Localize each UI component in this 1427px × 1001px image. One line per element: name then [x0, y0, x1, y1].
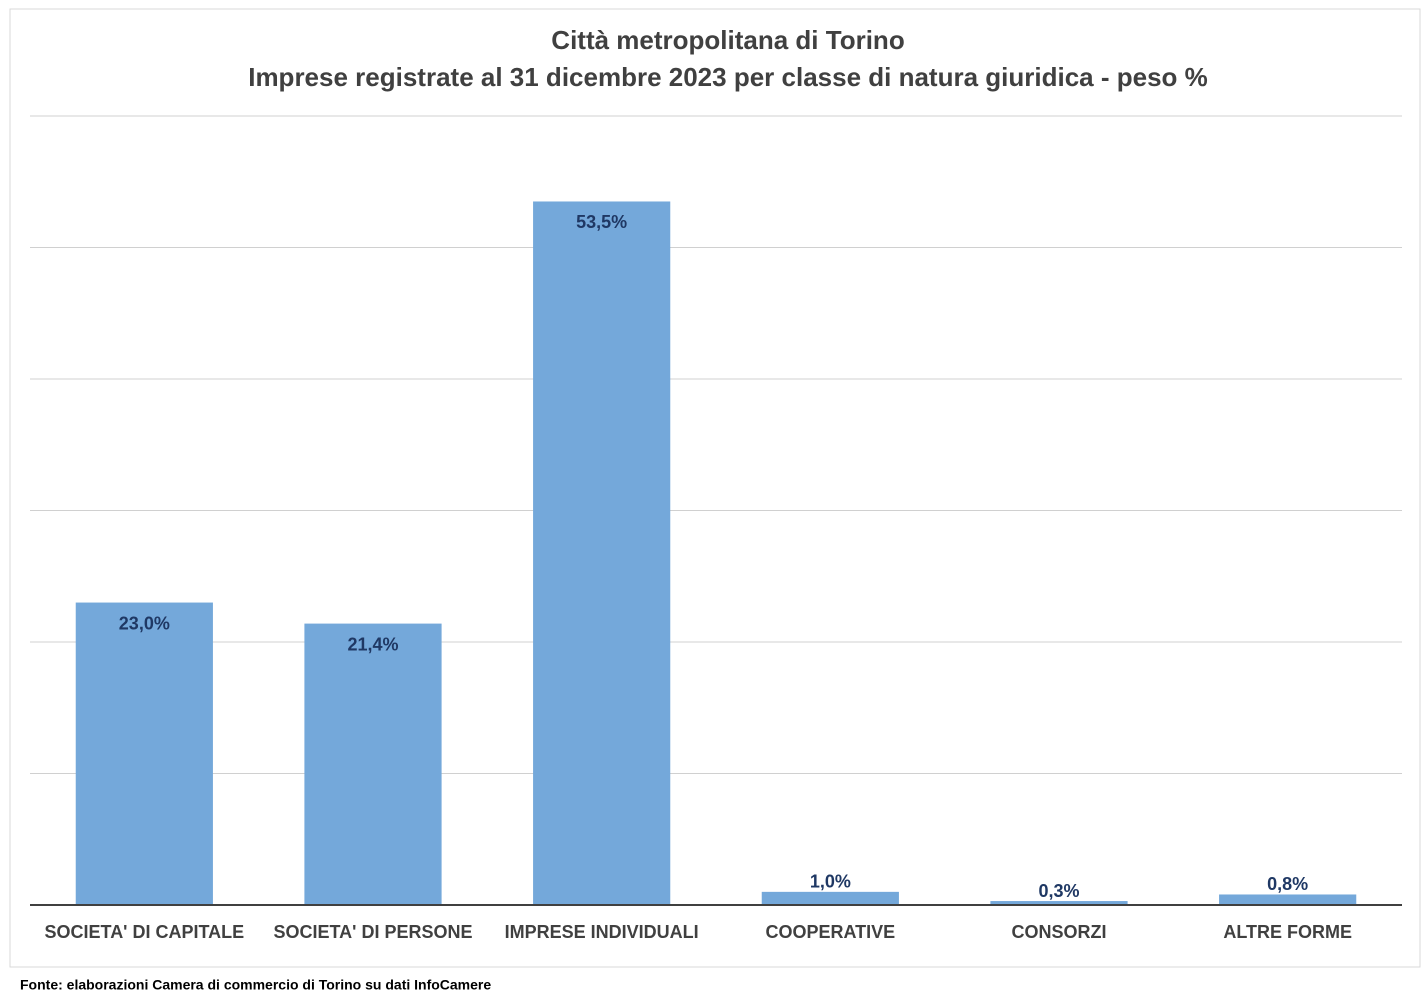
data-label: 0,8%: [1267, 874, 1308, 894]
bar: [761, 891, 899, 905]
bar: [533, 201, 671, 906]
x-tick-label: COOPERATIVE: [765, 922, 895, 942]
x-tick-label: IMPRESE INDIVIDUALI: [505, 922, 699, 942]
chart-subtitle: Imprese registrate al 31 dicembre 2023 p…: [248, 62, 1208, 92]
x-tick-label: SOCIETA' DI PERSONE: [274, 922, 473, 942]
bar: [304, 623, 442, 905]
bar: [1219, 894, 1357, 905]
x-tick-label: CONSORZI: [1011, 922, 1106, 942]
source-note: Fonte: elaborazioni Camera di commercio …: [20, 977, 491, 993]
chart-title: Città metropolitana di Torino: [551, 25, 904, 55]
bar: [75, 602, 213, 905]
data-label: 23,0%: [119, 613, 170, 633]
data-label: 53,5%: [576, 212, 627, 232]
x-tick-label: ALTRE FORME: [1223, 922, 1352, 942]
x-tick-label: SOCIETA' DI CAPITALE: [45, 922, 245, 942]
data-label: 0,3%: [1038, 881, 1079, 901]
chart-frame: [9, 8, 1421, 968]
data-label: 21,4%: [347, 634, 398, 654]
data-label: 1,0%: [810, 872, 851, 892]
bar: [990, 901, 1128, 905]
